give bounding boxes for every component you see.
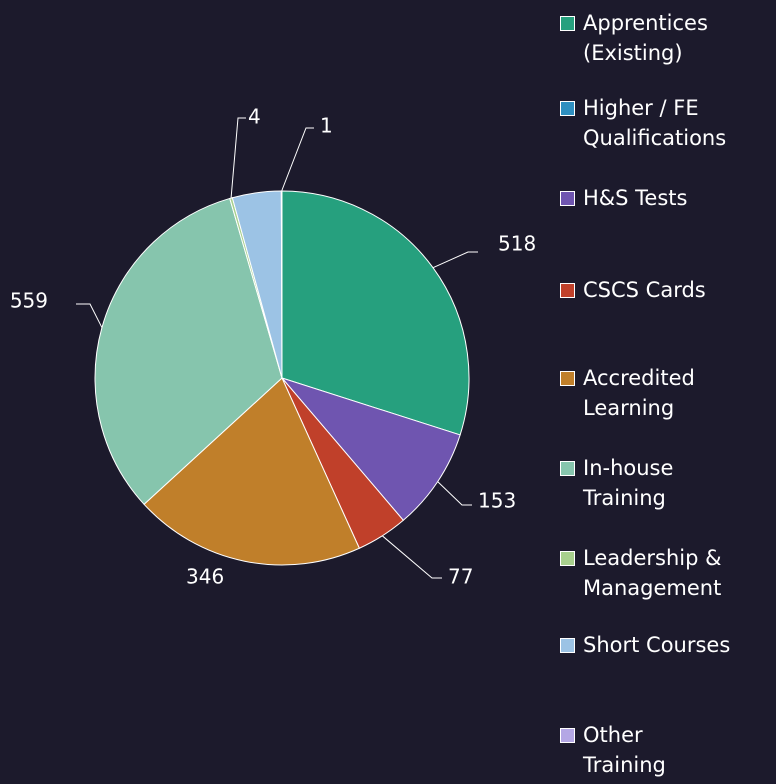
- data-label: 518: [498, 232, 536, 256]
- legend-swatch: [560, 728, 575, 743]
- leader-line: [230, 117, 246, 199]
- legend-item: Accredited Learning: [560, 363, 695, 423]
- legend-label: Apprentices (Existing): [583, 11, 708, 65]
- legend-label: H&S Tests: [583, 186, 688, 210]
- legend-swatch: [560, 283, 575, 298]
- data-label: 346: [186, 565, 224, 589]
- legend-label: Other Training: [583, 723, 666, 777]
- data-label: 559: [10, 289, 48, 313]
- leader-line: [381, 535, 442, 579]
- legend-swatch: [560, 16, 575, 31]
- pie-slice: [280, 190, 283, 379]
- leader-line: [432, 251, 478, 269]
- data-label: 1: [320, 114, 333, 138]
- leader-line: [76, 303, 103, 328]
- pie-slice: [143, 377, 361, 566]
- legend-label: In-house Training: [583, 456, 674, 510]
- legend-item: CSCS Cards: [560, 275, 706, 305]
- legend-swatch: [560, 551, 575, 566]
- data-label: 4: [248, 105, 261, 129]
- legend-item: Higher / FE Qualifications: [560, 93, 726, 153]
- pie-slice: [280, 376, 461, 522]
- legend-label: Higher / FE Qualifications: [583, 96, 727, 150]
- legend-label: Short Courses: [583, 633, 731, 657]
- legend-swatch: [560, 101, 575, 116]
- legend-label: Leadership & Management: [583, 546, 722, 600]
- leader-line: [437, 481, 472, 506]
- legend-swatch: [560, 191, 575, 206]
- legend-swatch: [560, 371, 575, 386]
- legend-swatch: [560, 638, 575, 653]
- pie-slice: [281, 190, 470, 436]
- legend-swatch: [560, 461, 575, 476]
- legend-item: Other Training: [560, 720, 666, 780]
- legend-item: Leadership & Management: [560, 543, 721, 603]
- legend-label: CSCS Cards: [583, 278, 706, 302]
- data-label: 153: [478, 489, 516, 513]
- leader-line: [281, 127, 314, 192]
- legend-item: Short Courses: [560, 630, 730, 660]
- legend-item: Apprentices (Existing): [560, 8, 708, 68]
- data-label: 77: [448, 565, 473, 589]
- legend-item: In-house Training: [560, 453, 673, 513]
- legend-label: Accredited Learning: [583, 366, 695, 420]
- legend-item: H&S Tests: [560, 183, 687, 213]
